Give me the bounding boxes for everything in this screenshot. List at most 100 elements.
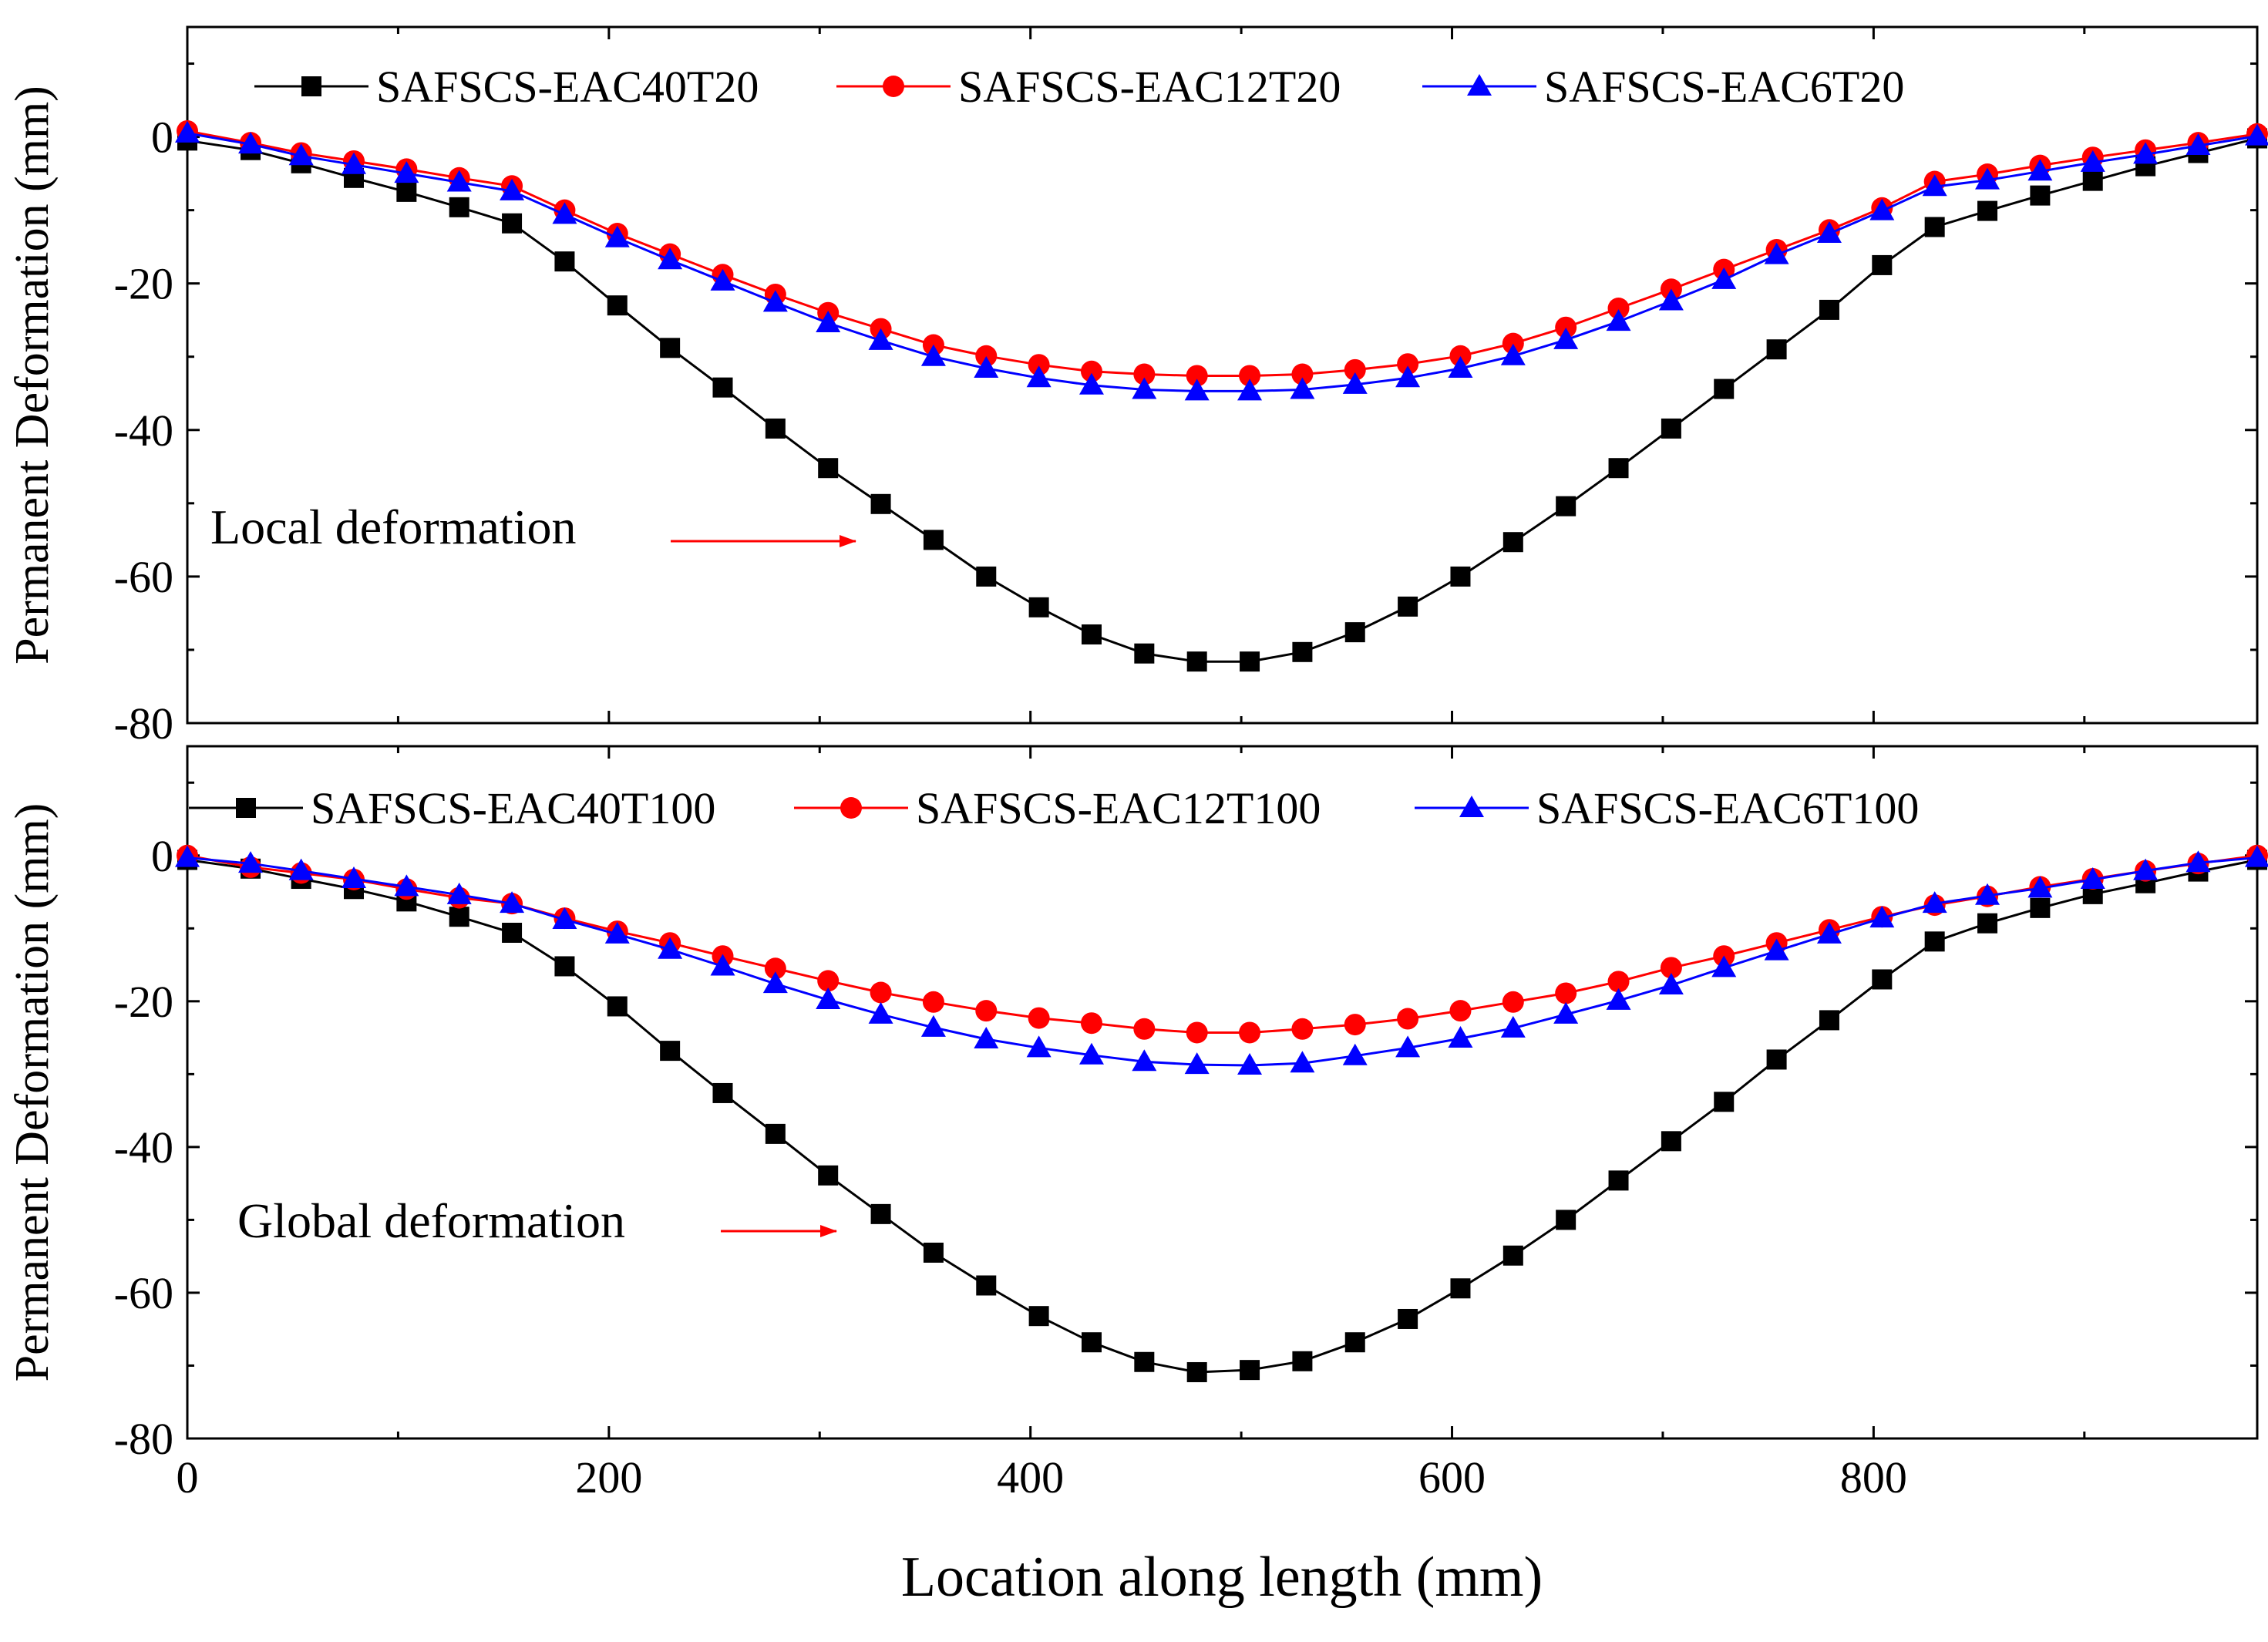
y-tick-label: -80: [114, 698, 173, 749]
data-point: [449, 197, 469, 217]
data-point: [1608, 458, 1629, 479]
data-point: [870, 493, 891, 514]
data-point: [868, 328, 893, 350]
y-axis-label: Permanent Deformation (mm): [6, 803, 59, 1382]
data-point: [1186, 365, 1208, 387]
data-point: [1028, 597, 1049, 617]
legend-entry: SAFSCS-EAC12T100: [794, 783, 1321, 833]
series-line: [187, 859, 2258, 1374]
data-point: [1240, 651, 1260, 672]
y-axis-label: Permanent Deformation (mm): [6, 86, 59, 665]
data-point: [1237, 379, 1263, 401]
data-point: [710, 268, 735, 291]
data-point: [1290, 377, 1315, 399]
y-tick-label: -60: [114, 1268, 173, 1318]
data-point: [1658, 288, 1684, 311]
data-point: [2080, 150, 2105, 172]
data-point: [2133, 858, 2159, 880]
data-point: [1869, 198, 1895, 220]
data-point: [1555, 316, 1577, 338]
data-point: [818, 458, 839, 479]
data-point: [2186, 133, 2211, 155]
data-point: [554, 956, 575, 977]
series-SAFSCS-EAC12T20: [177, 119, 2268, 387]
data-point: [1553, 1001, 1579, 1024]
legend-marker: [1459, 796, 1484, 817]
y-tick-label: -20: [114, 977, 173, 1027]
data-point: [607, 996, 628, 1017]
data-point: [2082, 170, 2103, 191]
data-point: [604, 225, 630, 247]
data-point: [1975, 883, 2000, 905]
data-point: [1344, 1332, 1365, 1353]
data-point: [658, 247, 683, 270]
data-point: [1395, 1035, 1421, 1058]
data-point: [552, 202, 577, 224]
y-tick-label: -40: [114, 1122, 173, 1173]
data-point: [1344, 1014, 1366, 1036]
data-point: [500, 891, 525, 914]
x-tick-label: 200: [575, 1452, 642, 1502]
legend-marker: [236, 798, 256, 818]
panel-top: 0 -20 -40 -60 -80 Permanent Deformation (mm) S…: [6, 25, 2268, 749]
data-point: [394, 161, 419, 183]
data-point: [1606, 309, 1631, 331]
data-point: [1240, 1360, 1260, 1381]
data-point: [1132, 377, 1157, 399]
legend-label: SAFSCS-EAC40T100: [311, 783, 715, 833]
data-point: [1658, 973, 1684, 995]
data-point: [500, 178, 525, 200]
data-point: [712, 377, 733, 398]
data-point: [342, 866, 367, 889]
data-point: [1290, 1051, 1315, 1073]
data-point: [1661, 418, 1681, 439]
data-point: [1711, 955, 1737, 977]
data-point: [1398, 596, 1418, 617]
annotation-label: Local deformation: [210, 500, 576, 554]
legend-label: SAFSCS-EAC12T20: [958, 62, 1341, 112]
data-point: [396, 181, 417, 202]
data-point: [1398, 1308, 1418, 1329]
data-point: [762, 290, 788, 312]
data-point: [1766, 339, 1787, 360]
series-line: [187, 132, 2258, 392]
data-point: [1080, 360, 1102, 382]
data-point: [1291, 1018, 1314, 1040]
data-point: [974, 1026, 999, 1048]
data-point: [712, 1082, 733, 1103]
data-point: [1344, 358, 1366, 381]
data-point: [1922, 174, 1947, 197]
x-axis-label: Location along length (mm): [901, 1546, 1543, 1609]
data-point: [1134, 1351, 1155, 1372]
data-point: [2080, 866, 2105, 889]
data-point: [922, 991, 944, 1013]
data-point: [1397, 353, 1419, 375]
data-point: [604, 921, 630, 944]
legend-entry: SAFSCS-EAC6T20: [1422, 62, 1904, 112]
data-point: [1133, 363, 1156, 385]
data-point: [1133, 1018, 1156, 1040]
annotation-label: Global deformation: [237, 1193, 625, 1248]
data-point: [552, 907, 577, 929]
data-point: [1026, 365, 1052, 388]
data-point: [1026, 1035, 1052, 1058]
data-point: [660, 1041, 681, 1062]
legend-marker: [1467, 74, 1492, 96]
data-point: [2186, 850, 2211, 873]
legend-entry: SAFSCS-EAC40T20: [254, 62, 759, 112]
data-point: [1028, 1306, 1049, 1327]
data-point: [1764, 938, 1789, 961]
legend-entry: SAFSCS-EAC40T100: [189, 783, 715, 833]
data-point: [816, 311, 841, 333]
data-point: [502, 213, 523, 234]
data-point: [1922, 891, 1947, 914]
legend-marker: [301, 76, 321, 96]
data-point: [1081, 1332, 1102, 1353]
data-point: [1924, 217, 1945, 237]
x-tick-label: 800: [1840, 1452, 1907, 1502]
data-point: [1764, 242, 1789, 264]
data-point: [816, 987, 841, 1009]
data-point: [1607, 971, 1630, 993]
data-point: [975, 1000, 998, 1022]
